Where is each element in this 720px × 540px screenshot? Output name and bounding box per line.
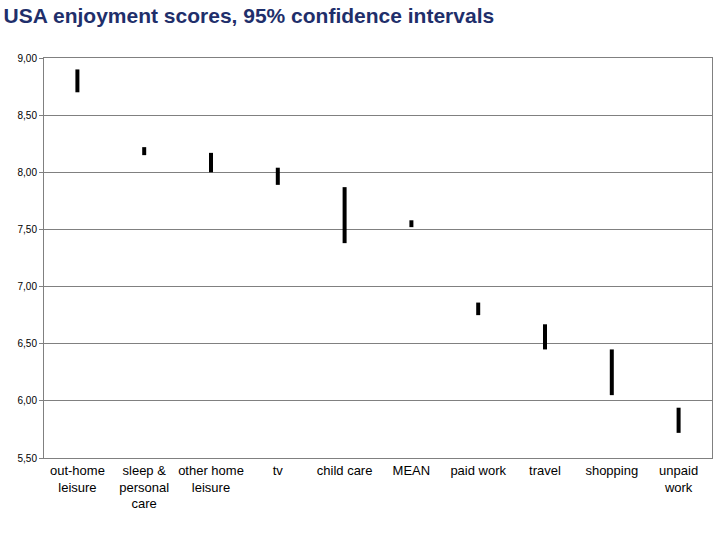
svg-text:6,00: 6,00 xyxy=(18,395,38,406)
svg-text:paid work: paid work xyxy=(450,463,506,478)
svg-text:other homeleisure: other homeleisure xyxy=(178,463,244,495)
svg-text:sleep &personalcare: sleep &personalcare xyxy=(119,463,169,512)
svg-text:unpaidwork: unpaidwork xyxy=(659,463,698,495)
svg-text:USA enjoyment scores, 95% conf: USA enjoyment scores, 95% confidence int… xyxy=(4,4,495,27)
svg-text:9,00: 9,00 xyxy=(18,53,38,64)
svg-text:MEAN: MEAN xyxy=(393,463,431,478)
svg-text:6,50: 6,50 xyxy=(18,338,38,349)
svg-text:out-homeleisure: out-homeleisure xyxy=(50,463,105,495)
svg-text:5,50: 5,50 xyxy=(18,453,38,464)
svg-text:8,50: 8,50 xyxy=(18,110,38,121)
svg-text:7,50: 7,50 xyxy=(18,224,38,235)
svg-text:child care: child care xyxy=(317,463,373,478)
svg-text:8,00: 8,00 xyxy=(18,167,38,178)
svg-text:7,00: 7,00 xyxy=(18,281,38,292)
svg-text:tv: tv xyxy=(273,463,284,478)
svg-text:travel: travel xyxy=(529,463,561,478)
svg-text:shopping: shopping xyxy=(585,463,638,478)
